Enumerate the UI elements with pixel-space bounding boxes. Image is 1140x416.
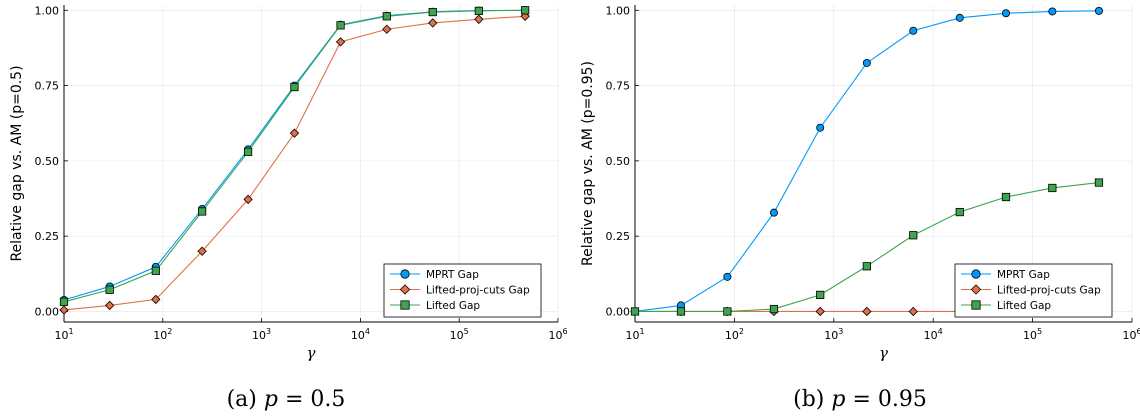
legend-label-1: Lifted-proj-cuts Gap [997, 285, 1101, 297]
x-tick-label-1: 102 [153, 327, 172, 342]
data-point [59, 305, 69, 315]
y-tick-label-2: 0.50 [606, 155, 631, 168]
y-axis-label: Relative gap vs. AM (p=0.95) [580, 61, 596, 266]
chart-panel-1: 0.00 0.25 0.50 0.75 1.00 101 102 103 104 105 106 γ R… [9, 4, 568, 412]
data-point [816, 290, 825, 299]
legend-label-2: Lifted Gap [997, 300, 1051, 312]
data-point [909, 231, 918, 240]
data-point [105, 285, 114, 294]
y-tick-label-4: 1.00 [35, 4, 60, 17]
x-axis-label: γ [879, 344, 888, 362]
series-0 [631, 6, 1103, 316]
data-point [769, 208, 778, 217]
x-axis-label: γ [307, 344, 316, 362]
data-point [382, 12, 391, 21]
data-point [382, 24, 392, 34]
x-tick-label-3: 104 [924, 327, 943, 342]
series-line [63, 9, 526, 301]
series-1 [59, 11, 530, 315]
data-point [198, 207, 207, 216]
data-point [909, 26, 918, 35]
series-0 [60, 6, 530, 305]
legend-marker [971, 269, 981, 279]
data-point [723, 272, 732, 281]
data-point [1094, 178, 1104, 187]
data-point [336, 21, 345, 30]
legend-box [954, 263, 1113, 318]
data-point [428, 18, 438, 28]
x-tick-label-4: 105 [450, 327, 469, 342]
data-point [1001, 192, 1011, 202]
data-point [243, 147, 253, 156]
data-point [105, 300, 115, 311]
data-point [723, 307, 732, 316]
y-tick-label-2: 0.50 [35, 155, 60, 168]
legend-box [383, 263, 542, 318]
y-tick-label-1: 0.25 [35, 230, 60, 243]
legend: MPRT Gap Lifted-proj-cuts Gap Lifted Gap [954, 263, 1113, 318]
x-tick-label-3: 104 [351, 327, 370, 342]
series-2 [59, 6, 530, 306]
y-tick-label-3: 0.75 [35, 80, 60, 93]
data-point [151, 266, 160, 275]
series-2 [630, 178, 1104, 316]
y-tick-label-4: 1.00 [606, 4, 631, 17]
y-tick-label-1: 0.25 [606, 230, 631, 243]
legend-label-0: MPRT Gap [997, 269, 1050, 281]
figure-caption: (b) p = 0.95 [793, 387, 927, 412]
figure-caption: (a) p = 0.5 [227, 387, 346, 412]
x-tick-label-0: 101 [625, 327, 644, 342]
legend-label-1: Lifted-proj-cuts Gap [426, 285, 530, 297]
data-point [769, 304, 779, 314]
x-tick-label-4: 105 [1023, 327, 1042, 342]
data-point [955, 207, 964, 217]
y-tick-label-0: 0.00 [35, 305, 60, 318]
y-tick-label-3: 0.75 [606, 80, 631, 93]
data-point [676, 307, 686, 316]
data-point [1094, 6, 1103, 15]
grid-lines [63, 5, 559, 322]
x-tick-label-1: 102 [725, 327, 744, 342]
series-line [63, 9, 526, 303]
data-point [151, 294, 161, 305]
data-point [521, 6, 530, 15]
data-point [289, 128, 300, 138]
data-point [59, 297, 69, 306]
x-tick-label-0: 101 [54, 327, 73, 342]
data-point [474, 14, 484, 24]
data-point [862, 58, 871, 67]
legend: MPRT Gap Lifted-proj-cuts Gap Lifted Gap [383, 263, 542, 318]
legend-marker [399, 284, 411, 295]
x-tick-label-2: 103 [252, 327, 271, 342]
data-point [1001, 9, 1010, 18]
data-point [816, 123, 825, 132]
legend-label-0: MPRT Gap [426, 269, 479, 281]
data-point [908, 306, 918, 317]
data-point [197, 246, 207, 256]
legend-marker [970, 284, 982, 295]
y-tick-label-0: 0.00 [606, 305, 631, 318]
data-point [955, 13, 964, 22]
data-point [335, 37, 346, 47]
data-point [815, 306, 825, 317]
legend-label-2: Lifted Gap [426, 300, 480, 312]
chart-panel-2: 0.00 0.25 0.50 0.75 1.00 101 102 103 104 105 106 γ R… [580, 4, 1140, 412]
data-point [862, 262, 871, 271]
legend-marker [400, 269, 410, 279]
x-tick-label-2: 103 [824, 327, 843, 342]
legend-marker [400, 300, 410, 310]
y-axis-label: Relative gap vs. AM (p=0.5) [9, 65, 25, 261]
data-point [290, 82, 299, 92]
data-point [630, 307, 640, 316]
data-point [474, 6, 483, 15]
data-point [243, 194, 253, 205]
data-point [1048, 183, 1057, 193]
x-tick-label-5: 106 [548, 327, 567, 342]
data-point [428, 7, 437, 17]
data-point [862, 306, 872, 317]
legend-marker [971, 300, 981, 310]
x-tick-label-5: 106 [1122, 327, 1140, 342]
data-point [1048, 7, 1057, 16]
